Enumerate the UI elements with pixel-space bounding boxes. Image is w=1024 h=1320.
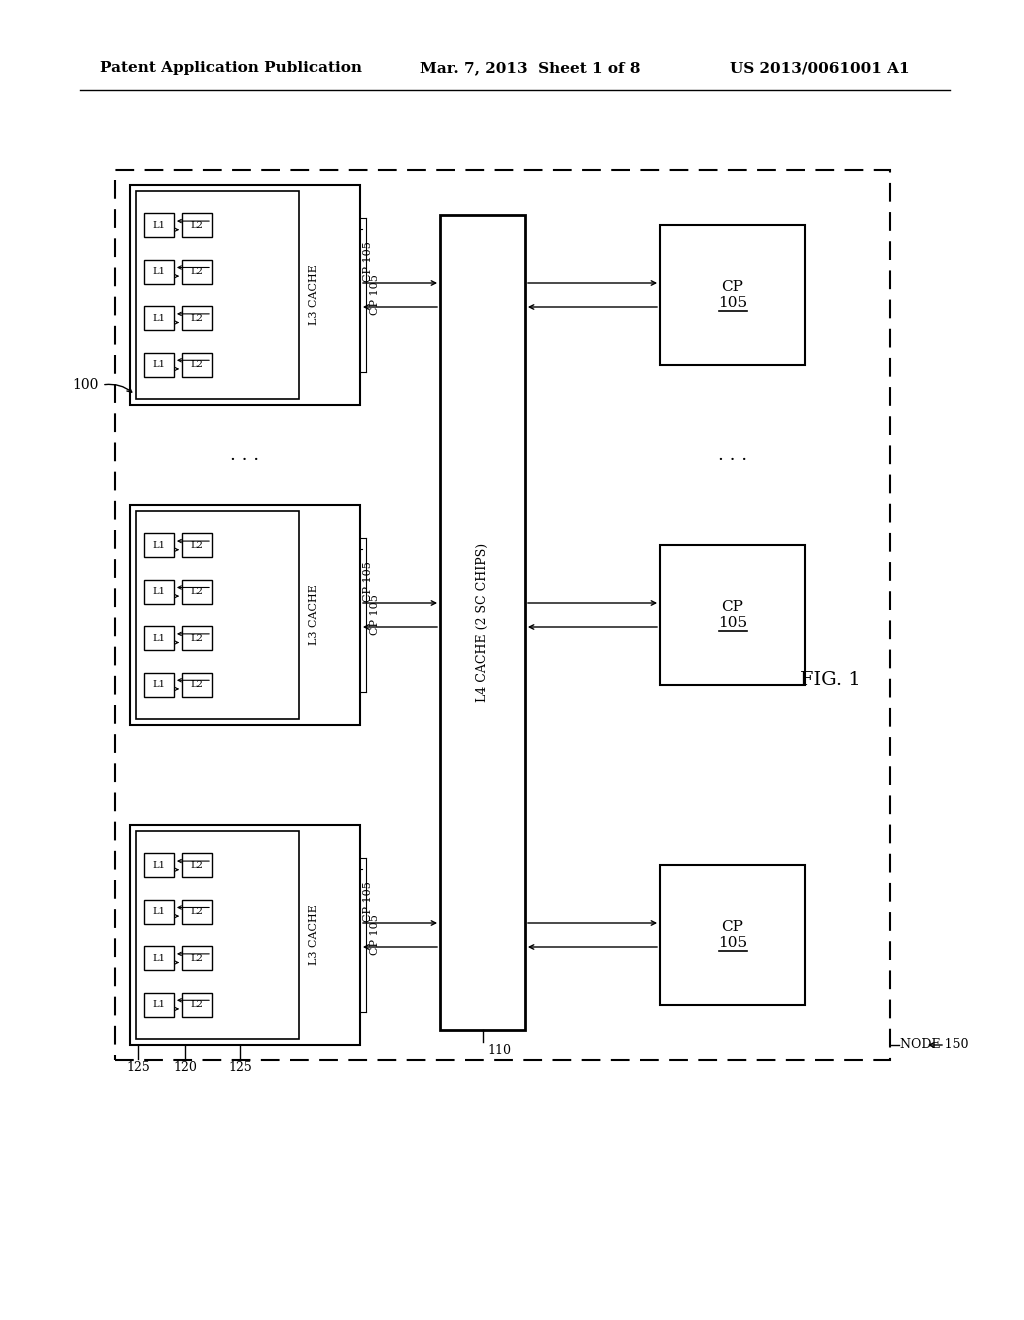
Text: CP: CP [722,601,743,614]
Bar [144,626,174,651]
Text: L2: L2 [190,587,204,597]
Text: 105: 105 [718,936,748,950]
Bar [660,224,805,366]
Bar [182,900,212,924]
Text: L1: L1 [153,541,166,550]
Text: L2: L2 [190,220,204,230]
Text: L1: L1 [153,634,166,643]
Bar [182,306,212,330]
Bar [130,185,360,405]
Bar [660,545,805,685]
Text: . . .: . . . [718,446,748,465]
Text: L1: L1 [153,314,166,322]
Bar [130,825,360,1045]
Bar [182,626,212,651]
Bar [130,506,360,725]
Bar [144,306,174,330]
Text: FIG. 1: FIG. 1 [800,671,860,689]
Text: L3 CACHE: L3 CACHE [309,264,319,326]
Text: 110: 110 [487,1044,512,1057]
Text: CP 105: CP 105 [362,882,373,923]
Bar [144,260,174,284]
Text: CP 105: CP 105 [362,561,373,602]
Text: L3 CACHE: L3 CACHE [309,904,319,965]
Text: 125: 125 [228,1061,252,1074]
Bar [182,993,212,1016]
Bar [115,170,890,1060]
Bar [144,579,174,603]
Bar [136,511,299,719]
Bar [182,533,212,557]
Text: CP 105: CP 105 [370,594,380,635]
Bar [144,533,174,557]
Text: L2: L2 [190,680,204,689]
Text: L2: L2 [190,1001,204,1008]
Text: L2: L2 [190,907,204,916]
Text: 105: 105 [718,616,748,630]
Bar [182,260,212,284]
Text: . . .: . . . [230,446,259,465]
Bar [182,579,212,603]
Bar [136,191,299,399]
Text: L2: L2 [190,861,204,870]
Text: 105: 105 [718,296,748,310]
Bar [144,854,174,878]
Bar [182,854,212,878]
Bar [182,946,212,970]
Bar [182,673,212,697]
Bar [144,946,174,970]
Text: NODE 150: NODE 150 [900,1039,969,1052]
Bar [144,352,174,376]
Bar [136,832,299,1039]
Text: L1: L1 [153,861,166,870]
Text: L1: L1 [153,680,166,689]
Bar [144,900,174,924]
Text: CP 105: CP 105 [370,275,380,315]
Text: L1: L1 [153,1001,166,1008]
Text: US 2013/0061001 A1: US 2013/0061001 A1 [730,61,909,75]
Text: L2: L2 [190,541,204,550]
Text: CP 105: CP 105 [362,242,373,282]
Bar [182,214,212,238]
Text: L2: L2 [190,360,204,370]
Bar [182,352,212,376]
Bar [144,993,174,1016]
Text: Mar. 7, 2013  Sheet 1 of 8: Mar. 7, 2013 Sheet 1 of 8 [420,61,640,75]
Text: L1: L1 [153,907,166,916]
Bar [144,214,174,238]
Text: L2: L2 [190,314,204,322]
Text: L1: L1 [153,267,166,276]
Text: L1: L1 [153,587,166,597]
Text: 120: 120 [173,1061,197,1074]
Text: L1: L1 [153,220,166,230]
Text: L3 CACHE: L3 CACHE [309,585,319,645]
Text: L1: L1 [153,953,166,962]
Text: L2: L2 [190,953,204,962]
Text: CP 105: CP 105 [370,915,380,956]
Text: CP: CP [722,280,743,294]
Text: 125: 125 [126,1061,150,1074]
Text: L2: L2 [190,267,204,276]
Text: L4 CACHE (2 SC CHIPS): L4 CACHE (2 SC CHIPS) [476,543,489,702]
Text: L1: L1 [153,360,166,370]
Text: CP: CP [722,920,743,935]
Bar [144,673,174,697]
Text: Patent Application Publication: Patent Application Publication [100,61,362,75]
Bar [660,865,805,1005]
Text: 100: 100 [73,378,99,392]
Text: L2: L2 [190,634,204,643]
Bar [440,215,525,1030]
